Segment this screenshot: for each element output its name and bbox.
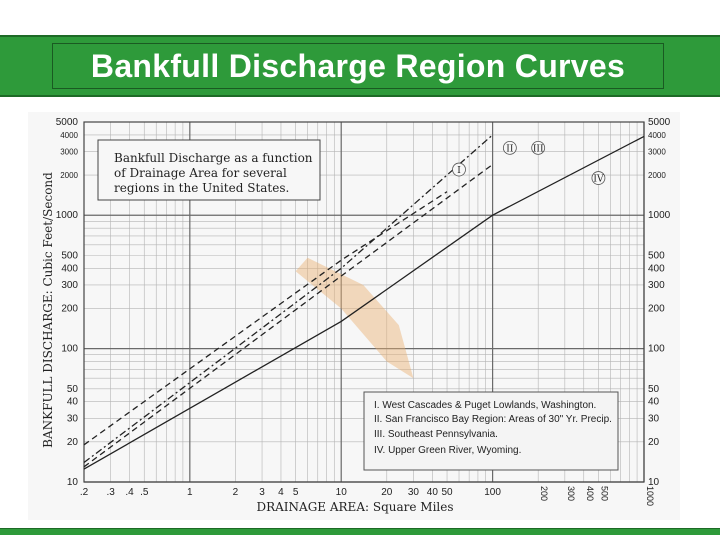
y-tick-label-left: 200 (61, 303, 78, 314)
y-tick-label-right: 4000 (648, 131, 666, 140)
y-tick-label-right: 20 (648, 437, 660, 448)
series-marker-i (452, 162, 466, 177)
series-marker-ii (502, 140, 517, 155)
y-tick-label-right: 100 (648, 344, 665, 355)
y-tick-label-right: 10 (648, 477, 660, 488)
x-tick-label: 2 (233, 487, 239, 498)
series-marker-iii (531, 140, 546, 155)
series-line-iv (83, 135, 645, 470)
x-tick-label: 300 (566, 486, 576, 501)
y-tick-label-left: 4000 (60, 131, 78, 140)
y-axis-label: BANKFULL DISCHARGE: Cubic Feet/Second (41, 172, 55, 448)
x-tick-label: 4 (278, 487, 284, 498)
note-line-3: regions in the United States. (114, 181, 289, 195)
series-line-ii (83, 191, 448, 446)
x-tick-label: 1 (187, 487, 193, 498)
y-tick-label-right: 1000 (648, 210, 671, 221)
y-tick-label-left: 1000 (56, 210, 79, 221)
tick-labels: .2.3.4.5 1 2 3 4 5 10 20 30 40 50 100 200 300 400 500 10… (56, 117, 671, 506)
series-marker-iv (591, 171, 606, 185)
y-tick-label-left: 30 (67, 413, 79, 424)
series-line-i (83, 134, 494, 464)
x-axis-label: DRAINAGE AREA: Square Miles (256, 500, 453, 514)
x-tick-label: 100 (484, 487, 501, 498)
y-tick-label-left: 5000 (56, 117, 79, 128)
series-line-iii (83, 163, 493, 468)
y-tick-label-right: 5000 (648, 117, 671, 128)
x-tick-label: 3 (259, 487, 265, 498)
footer-rule (0, 528, 720, 535)
x-tick-label: .4 (125, 487, 134, 498)
series-marker-label-iii: III (533, 144, 544, 154)
y-tick-label-left: 40 (67, 397, 79, 408)
x-tick-label: 40 (427, 487, 439, 498)
x-tick-label: 5 (293, 487, 299, 498)
x-tick-label: .2 (80, 487, 89, 498)
note-line-1: Bankfull Discharge as a function (114, 151, 313, 165)
x-tick-label: 400 (585, 486, 595, 501)
y-tick-label-left: 20 (67, 437, 79, 448)
y-tick-label-right: 200 (648, 303, 665, 314)
legend-item-i: I. West Cascades & Puget Lowlands, Washi… (374, 400, 596, 411)
x-tick-label: 30 (408, 487, 420, 498)
note-box: Bankfull Discharge as a function of Drai… (97, 139, 321, 201)
y-tick-label-right: 2000 (648, 171, 666, 180)
y-tick-label-right: 3000 (648, 148, 666, 157)
y-tick-label-right: 30 (648, 413, 660, 424)
y-tick-label-left: 500 (61, 250, 78, 261)
legend-box: I. West Cascades & Puget Lowlands, Washi… (363, 391, 619, 471)
series-marker-label-ii: II (506, 144, 514, 154)
y-tick-label-left: 50 (67, 384, 79, 395)
x-tick-label: .5 (140, 487, 149, 498)
slide-title: Bankfull Discharge Region Curves (90, 47, 626, 84)
legend-item-iv: IV. Upper Green River, Wyoming. (374, 445, 521, 456)
y-tick-label-left: 400 (61, 263, 78, 274)
legend-item-iii: III. Southeast Pennsylvania. (374, 429, 498, 440)
y-tick-label-left: 100 (61, 344, 78, 355)
x-tick-label: 200 (539, 486, 549, 501)
slide-header: Bankfull Discharge Region Curves (0, 35, 720, 97)
x-tick-label: 500 (599, 486, 609, 501)
x-tick-label: 1000 (645, 486, 655, 506)
title-box: Bankfull Discharge Region Curves (52, 43, 664, 89)
y-tick-label-right: 50 (648, 384, 660, 395)
y-tick-label-left: 10 (67, 477, 79, 488)
x-tick-label: .3 (106, 487, 115, 498)
legend-item-ii: II. San Francisco Bay Region: Areas of 3… (374, 414, 612, 425)
y-tick-label-left: 300 (61, 280, 78, 291)
y-tick-label-right: 400 (648, 263, 665, 274)
series-marker-label-i: I (457, 166, 461, 176)
y-tick-label-left: 3000 (60, 148, 78, 157)
y-tick-label-right: 300 (648, 280, 665, 291)
y-tick-label-right: 500 (648, 250, 665, 261)
legend-frame (363, 391, 619, 471)
plot-frame (83, 121, 645, 483)
series-marker-label-iv: IV (593, 175, 604, 185)
note-line-2: of Drainage Area for several (114, 166, 287, 180)
y-tick-label-left: 2000 (60, 171, 78, 180)
note-frame (97, 139, 321, 201)
x-tick-label: 10 (336, 487, 348, 498)
y-tick-label-right: 40 (648, 397, 660, 408)
x-tick-label: 50 (441, 487, 453, 498)
x-tick-label: 20 (381, 487, 393, 498)
